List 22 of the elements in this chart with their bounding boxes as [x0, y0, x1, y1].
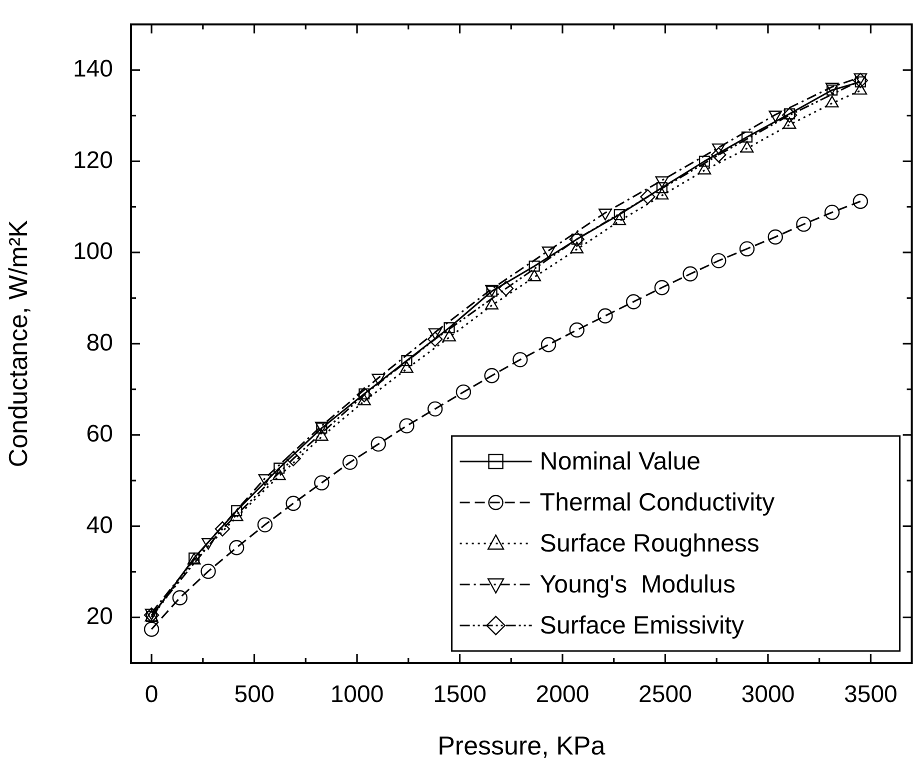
x-tick-label: 2500 [638, 681, 692, 708]
y-axis-title: Conductance, W/m²K [2, 220, 33, 468]
legend-label: Nominal Value [540, 447, 701, 476]
y-tick-label: 100 [72, 238, 113, 266]
y-tick-label: 60 [86, 420, 113, 448]
x-tick-label: 2000 [536, 681, 590, 708]
x-axis-title: Pressure, KPa [438, 730, 606, 761]
x-tick-label: 500 [234, 681, 274, 708]
x-tick-label: 1000 [330, 681, 384, 708]
legend-label: Surface Roughness [540, 529, 760, 558]
legend-label: Young's Modulus [540, 570, 736, 598]
y-tick-label: 80 [86, 329, 113, 356]
y-tick-label: 20 [86, 603, 113, 630]
legend-label: Thermal Conductivity [540, 488, 776, 516]
legend-label: Surface Emissivity [540, 611, 745, 640]
x-tick-label: 3000 [741, 681, 795, 708]
y-tick-label: 120 [72, 146, 113, 174]
x-tick-label: 0 [144, 681, 158, 708]
x-tick-label: 1500 [433, 681, 486, 708]
y-tick-label: 140 [72, 56, 113, 83]
y-tick-label: 40 [86, 512, 113, 539]
x-tick-label: 3500 [844, 681, 898, 708]
